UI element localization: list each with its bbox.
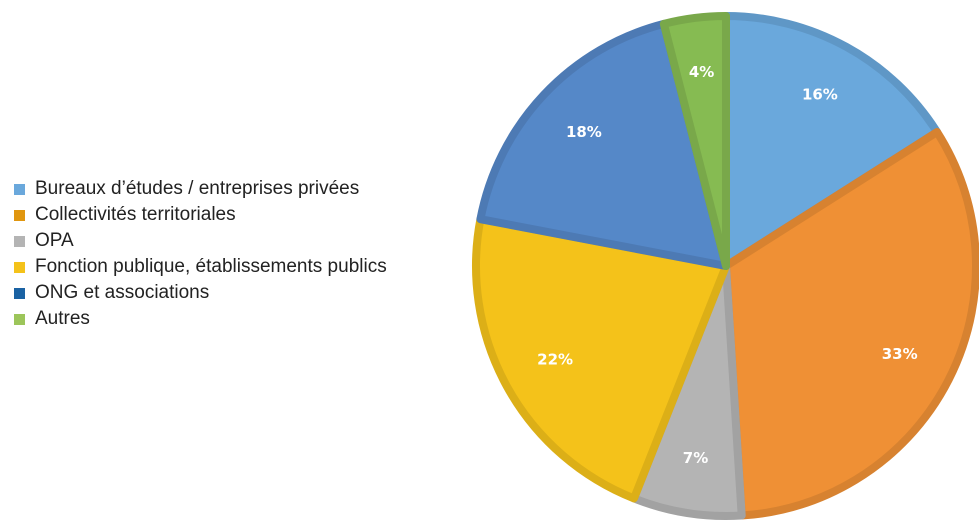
- legend-swatch: [14, 209, 25, 221]
- chart-legend: Bureaux d’études / entreprises privées Co…: [14, 176, 387, 332]
- legend-swatch: [14, 287, 25, 299]
- pie-slice: [472, 215, 730, 503]
- legend-item: Autres: [14, 306, 387, 332]
- legend-item: Bureaux d’études / entreprises privées: [14, 176, 387, 202]
- pie-slice: [722, 128, 979, 520]
- slice-value-label: 16%: [802, 86, 838, 104]
- legend-label: ONG et associations: [35, 282, 210, 303]
- legend-item: OPA: [14, 228, 387, 254]
- slice-value-label: 33%: [882, 345, 918, 363]
- slice-value-label: 7%: [683, 449, 708, 467]
- pie-slice: [659, 12, 730, 270]
- legend-label: Collectivités territoriales: [35, 204, 236, 225]
- legend-swatch: [14, 313, 25, 325]
- legend-label: Fonction publique, établissements public…: [35, 256, 387, 277]
- legend-item: Fonction publique, établissements public…: [14, 254, 387, 280]
- legend-swatch: [14, 183, 25, 195]
- legend-item: ONG et associations: [14, 280, 387, 306]
- slice-value-label: 22%: [537, 350, 573, 368]
- legend-swatch: [14, 235, 25, 247]
- slice-value-label: 4%: [689, 63, 714, 81]
- legend-label: Autres: [35, 308, 90, 329]
- legend-label: Bureaux d’études / entreprises privées: [35, 178, 360, 199]
- pie-slice: [476, 19, 730, 270]
- legend-label: OPA: [35, 230, 74, 251]
- slice-value-label: 18%: [566, 123, 602, 141]
- legend-item: Collectivités territoriales: [14, 202, 387, 228]
- pie-slice: [722, 12, 942, 270]
- legend-swatch: [14, 261, 25, 273]
